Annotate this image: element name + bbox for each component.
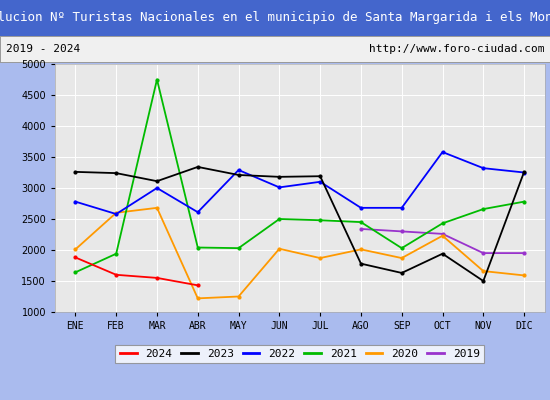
2021 bbox=[439, 221, 446, 226]
2023 bbox=[276, 174, 283, 179]
2024 bbox=[153, 276, 160, 280]
2021 bbox=[398, 246, 405, 250]
Legend: 2024, 2023, 2022, 2021, 2020, 2019: 2024, 2023, 2022, 2021, 2020, 2019 bbox=[116, 344, 484, 364]
2022 bbox=[480, 166, 487, 170]
2021 bbox=[317, 218, 323, 223]
2022 bbox=[235, 168, 242, 172]
2021 bbox=[276, 217, 283, 222]
2024 bbox=[72, 255, 79, 260]
2021 bbox=[235, 246, 242, 250]
2023 bbox=[235, 172, 242, 177]
Line: 2022: 2022 bbox=[74, 151, 525, 216]
2019 bbox=[439, 232, 446, 236]
Line: 2023: 2023 bbox=[74, 166, 525, 282]
2022 bbox=[358, 206, 364, 210]
2021 bbox=[153, 77, 160, 82]
2023 bbox=[480, 278, 487, 283]
2023 bbox=[521, 170, 527, 174]
2022 bbox=[72, 199, 79, 204]
2022 bbox=[153, 186, 160, 190]
2020 bbox=[235, 294, 242, 299]
2020 bbox=[317, 256, 323, 260]
2023 bbox=[358, 261, 364, 266]
2023 bbox=[72, 170, 79, 174]
2019 bbox=[521, 251, 527, 256]
2024 bbox=[195, 283, 201, 288]
Text: Evolucion Nº Turistas Nacionales en el municipio de Santa Margarida i els Monjos: Evolucion Nº Turistas Nacionales en el m… bbox=[0, 12, 550, 24]
Line: 2021: 2021 bbox=[74, 78, 525, 274]
Line: 2019: 2019 bbox=[360, 228, 525, 254]
2021 bbox=[521, 199, 527, 204]
2020 bbox=[153, 206, 160, 210]
2023 bbox=[398, 270, 405, 275]
2020 bbox=[358, 247, 364, 252]
2022 bbox=[439, 150, 446, 154]
2022 bbox=[398, 206, 405, 210]
2021 bbox=[195, 245, 201, 250]
Text: 2019 - 2024: 2019 - 2024 bbox=[6, 44, 80, 54]
Line: 2024: 2024 bbox=[74, 256, 199, 287]
2022 bbox=[113, 212, 119, 216]
2021 bbox=[113, 251, 119, 256]
2020 bbox=[195, 296, 201, 301]
2022 bbox=[521, 170, 527, 175]
2022 bbox=[317, 179, 323, 184]
2023 bbox=[195, 164, 201, 169]
2020 bbox=[398, 256, 405, 260]
2020 bbox=[72, 247, 79, 252]
2021 bbox=[358, 220, 364, 224]
2020 bbox=[276, 246, 283, 251]
2024 bbox=[113, 272, 119, 277]
2020 bbox=[439, 233, 446, 238]
2020 bbox=[521, 273, 527, 278]
2023 bbox=[439, 251, 446, 256]
2020 bbox=[480, 269, 487, 274]
2020 bbox=[113, 210, 119, 215]
2022 bbox=[276, 185, 283, 190]
2023 bbox=[317, 174, 323, 179]
2022 bbox=[195, 210, 201, 214]
2021 bbox=[480, 207, 487, 212]
2019 bbox=[358, 226, 364, 231]
2021 bbox=[72, 270, 79, 275]
2023 bbox=[153, 179, 160, 184]
Text: http://www.foro-ciudad.com: http://www.foro-ciudad.com bbox=[369, 44, 544, 54]
2023 bbox=[113, 171, 119, 176]
Line: 2020: 2020 bbox=[74, 206, 525, 300]
2019 bbox=[398, 229, 405, 234]
2019 bbox=[480, 251, 487, 256]
